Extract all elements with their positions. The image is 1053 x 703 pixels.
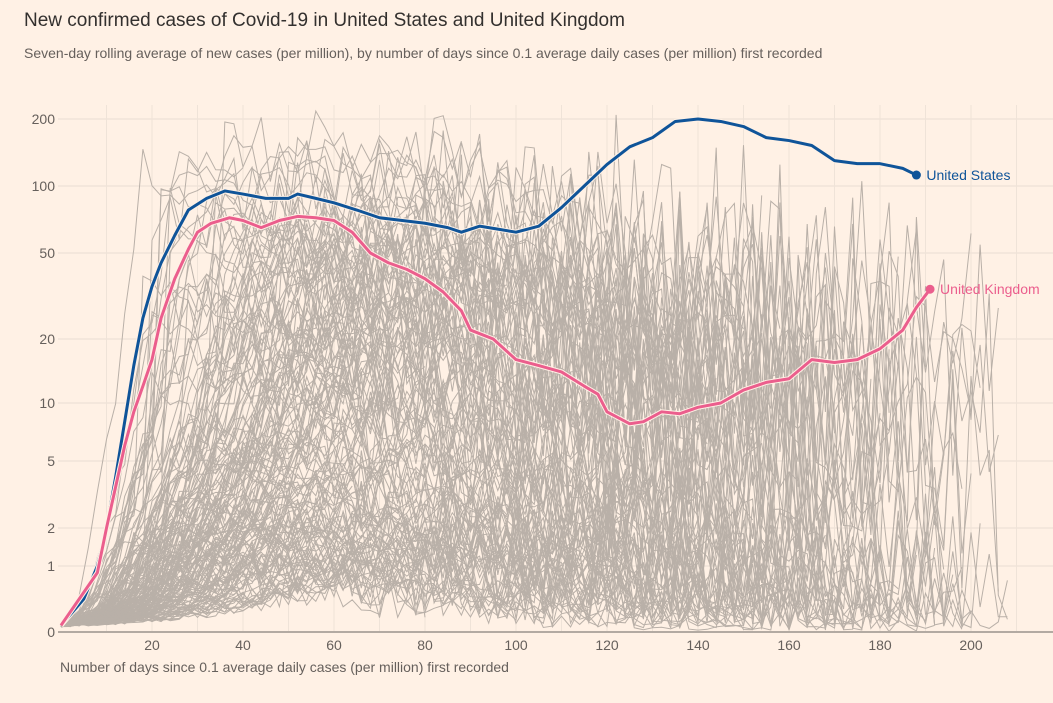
country-line (60, 389, 653, 627)
country-line (60, 513, 890, 631)
x-tick-label: 160 (777, 637, 801, 653)
country-line (60, 287, 999, 626)
country-line (60, 278, 735, 627)
x-tick-label: 80 (417, 637, 433, 653)
series-line-united-kingdom (59, 214, 932, 627)
country-line (60, 321, 808, 625)
y-tick-label: 10 (39, 395, 55, 411)
country-line (60, 493, 308, 627)
chart-title: New confirmed cases of Covid-19 in Unite… (24, 10, 625, 31)
axes: 0 1 2 5 10 20 50 100 200 20 40 60 80 100 120 140 160 180 2… (32, 111, 1053, 653)
country-line (60, 209, 826, 627)
country-line (60, 337, 380, 626)
country-line (60, 552, 426, 626)
country-line (60, 542, 899, 627)
chart-subtitle: Seven-day rolling average of new cases (… (24, 45, 823, 61)
country-line (60, 237, 899, 626)
x-tick-label: 200 (959, 637, 983, 653)
country-line (60, 484, 389, 627)
y-tick-label: 5 (47, 453, 55, 469)
y-tick-label: 20 (39, 331, 55, 347)
country-line (60, 391, 917, 625)
series-label: United States (926, 167, 1010, 183)
country-line (60, 519, 589, 625)
country-line (60, 223, 926, 626)
country-line (60, 469, 635, 627)
country-line (60, 279, 854, 627)
x-tick-label: 140 (686, 637, 710, 653)
country-line (60, 273, 817, 627)
country-line (60, 530, 935, 629)
y-tick-label: 100 (32, 178, 56, 194)
country-line (60, 372, 853, 627)
y-tick-label: 1 (47, 558, 55, 574)
country-line (60, 283, 471, 625)
country-line (60, 155, 763, 628)
country-line (60, 266, 426, 627)
x-tick-label: 120 (595, 637, 619, 653)
country-line (60, 159, 972, 628)
country-line (60, 109, 535, 626)
highlighted-series: United States United Kingdom (58, 116, 1040, 628)
country-line (60, 543, 663, 628)
y-tick-label: 0 (47, 624, 55, 640)
country-line (60, 195, 899, 626)
country-line (60, 379, 626, 625)
series-label: United Kingdom (940, 281, 1040, 297)
country-line (60, 505, 735, 626)
country-line (60, 114, 790, 628)
country-line (60, 478, 644, 626)
x-tick-label: 40 (235, 637, 251, 653)
country-line (60, 326, 362, 627)
country-line (60, 444, 835, 627)
series-end-marker (911, 170, 921, 180)
country-line (60, 141, 453, 627)
y-tick-label: 2 (47, 520, 55, 536)
x-tick-label: 60 (326, 637, 342, 653)
country-line (60, 435, 917, 627)
country-line (60, 343, 572, 627)
country-line (60, 150, 544, 625)
x-tick-label: 180 (868, 637, 892, 653)
country-line (60, 210, 872, 625)
country-line (60, 524, 881, 631)
country-line (61, 246, 517, 626)
y-tick-label: 200 (32, 111, 56, 127)
x-axis-label: Number of days since 0.1 average daily c… (60, 659, 509, 675)
x-tick-label: 100 (504, 637, 528, 653)
country-line (60, 175, 981, 628)
other-countries-lines (60, 109, 1008, 633)
series-line-united-states (59, 117, 918, 627)
country-line (60, 426, 544, 627)
country-line (60, 307, 553, 626)
country-line (60, 347, 635, 626)
series-end-marker (925, 284, 935, 294)
x-tick-label: 20 (144, 637, 160, 653)
y-tick-label: 50 (39, 245, 55, 261)
